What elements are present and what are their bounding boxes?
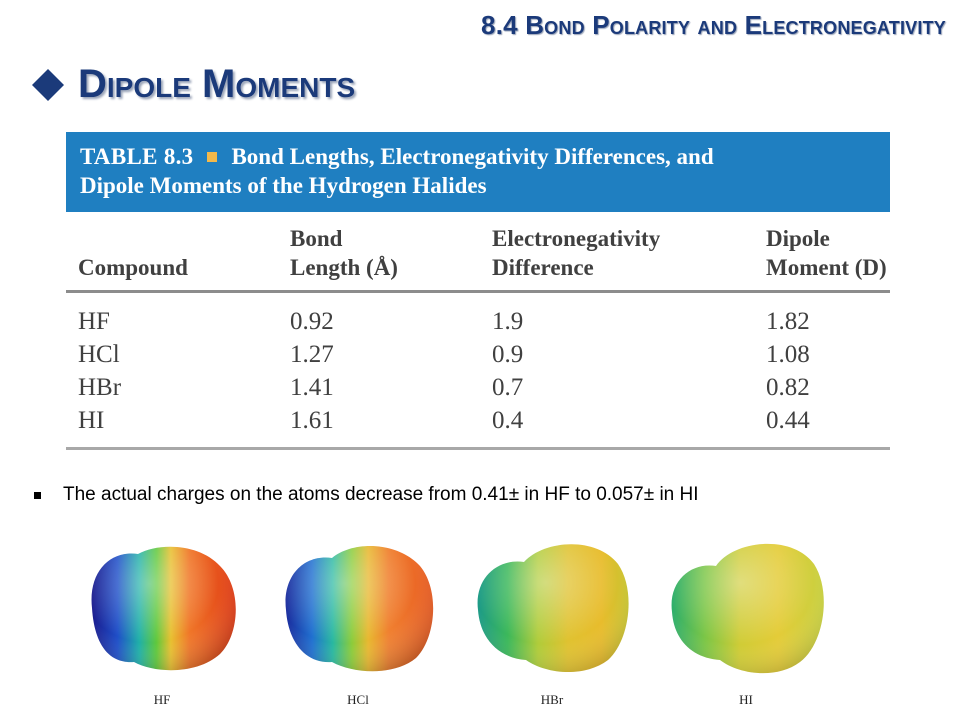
table-banner: TABLE 8.3 Bond Lengths, Electronegativity… (66, 132, 890, 212)
header-dipole-moment: Dipole Moment (D) (766, 226, 887, 280)
table-row: HBr 1.41 0.7 0.82 (66, 371, 890, 404)
section-title: 8.4 Bond Polarity and Electronegativity (481, 10, 946, 40)
cell-en-difference: 0.7 (492, 374, 524, 401)
cell-compound: HI (78, 407, 105, 434)
table-header-row: Compound Bond Length (Å) Electronegativit… (66, 212, 890, 292)
cell-en-difference: 0.4 (492, 407, 524, 434)
cell-bond-length: 1.61 (290, 407, 334, 434)
header-compound: Compound (78, 255, 188, 280)
molecule-label: HBr (540, 692, 564, 707)
cell-bond-length: 1.41 (290, 374, 334, 401)
hcl-potential-map-image (276, 536, 440, 676)
table-row: HCl 1.27 0.9 1.08 (66, 338, 890, 371)
cell-bond-length: 1.27 (290, 341, 334, 368)
cell-dipole-moment: 1.08 (766, 341, 810, 368)
hf-potential-map-image (80, 536, 244, 676)
slide-title: Dipole Moments (30, 62, 355, 107)
table-caption-line2: Dipole Moments of the Hydrogen Halides (80, 173, 487, 198)
molecule-label: HI (739, 692, 753, 707)
electrostatic-potential-maps: HF H (70, 530, 850, 720)
molecule-label: HF (153, 692, 171, 707)
table-caption-line1: Bond Lengths, Electronegativity Differen… (231, 144, 714, 169)
hi-potential-map-image (664, 532, 828, 680)
cell-compound: HCl (78, 341, 120, 368)
cell-compound: HBr (78, 374, 122, 401)
data-table: TABLE 8.3 Bond Lengths, Electronegativity… (66, 132, 890, 450)
hbr-potential-map-image (470, 534, 634, 678)
slide-title-text: Dipole Moments (78, 62, 356, 106)
square-bullet-icon (34, 491, 41, 499)
cell-dipole-moment: 1.82 (766, 308, 810, 335)
square-bullet-icon (207, 152, 218, 163)
diamond-bullet-icon (32, 68, 64, 101)
cell-compound: HF (78, 308, 110, 335)
header-bond-length: Bond Length (Å) (290, 226, 398, 280)
table-body: Compound Bond Length (Å) Electronegativit… (66, 212, 890, 450)
molecule-label: HCl (347, 692, 369, 707)
cell-en-difference: 1.9 (492, 308, 524, 335)
cell-bond-length: 0.92 (290, 308, 334, 335)
table-row: HI 1.61 0.4 0.44 (66, 404, 890, 449)
table-label: TABLE 8.3 (80, 144, 194, 169)
cell-en-difference: 0.9 (492, 341, 524, 368)
bullet-point: The actual charges on the atoms decrease… (34, 484, 699, 506)
table-row: HF 0.92 1.9 1.82 (66, 292, 890, 339)
cell-dipole-moment: 0.82 (766, 374, 810, 401)
header-electronegativity-difference: Electronegativity Difference (492, 226, 661, 280)
cell-dipole-moment: 0.44 (766, 407, 810, 434)
bullet-text: The actual charges on the atoms decrease… (63, 484, 699, 505)
